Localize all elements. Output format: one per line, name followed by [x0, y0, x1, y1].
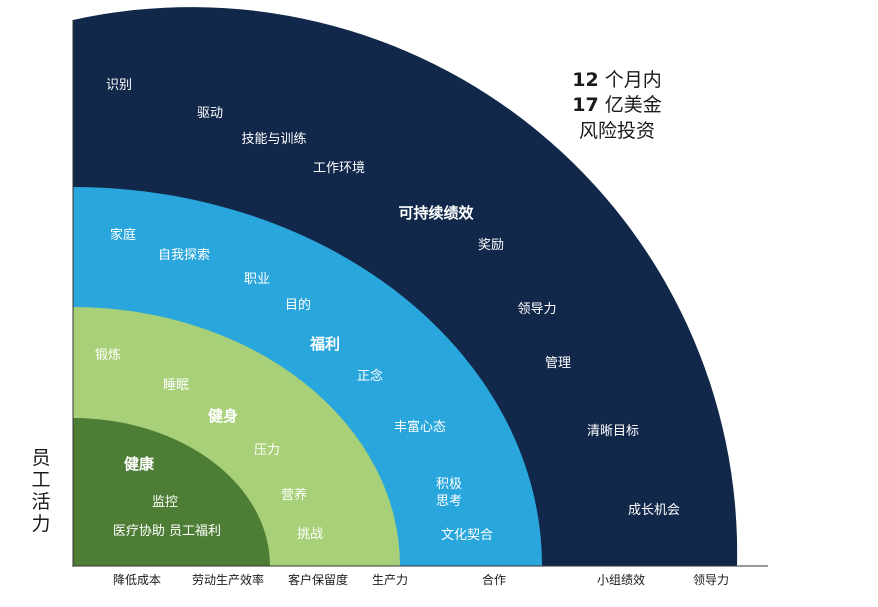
- ring-item-label: 丰富心态: [394, 419, 446, 435]
- ring-item-label: 锻炼: [95, 348, 121, 363]
- x-axis-label: 领导力: [693, 573, 729, 587]
- y-axis-label-char: 活: [31, 491, 50, 513]
- headline-line-2: 17 亿美金: [572, 94, 662, 116]
- ring-title-fitness: 健身: [208, 407, 238, 425]
- ring-title-wellbeing: 福利: [309, 335, 340, 353]
- ring-health: [73, 418, 270, 566]
- ring-item-label: 目的: [285, 297, 311, 313]
- ring-item-label: 驱动: [197, 106, 223, 121]
- ring-item-label: 压力: [254, 443, 280, 458]
- ring-title-sustainable-performance: 可持续绩效: [398, 204, 474, 222]
- ring-item-label: 文化契合: [441, 528, 493, 543]
- ring-item-label: 职业: [244, 272, 270, 287]
- x-axis-label: 客户保留度: [288, 572, 348, 587]
- y-axis-label-char: 力: [31, 513, 50, 535]
- ring-item-label: 营养: [281, 487, 307, 503]
- ring-item-label: 领导力: [517, 302, 556, 317]
- ring-item-label: 成长机会: [628, 503, 680, 518]
- ring-item-label: 睡眠: [163, 378, 189, 393]
- x-axis-label: 生产力: [372, 573, 408, 587]
- headline-line-3: 风险投资: [579, 120, 655, 142]
- ring-item-label: 挑战: [297, 527, 323, 542]
- ring-item-label: 监控: [152, 495, 178, 510]
- ring-item-label: 医疗协助 员工福利: [113, 524, 221, 539]
- y-axis-label-char: 工: [31, 469, 50, 491]
- ring-item-label: 家庭: [110, 227, 136, 243]
- x-axis-label: 合作: [482, 572, 506, 587]
- ring-item-label: 技能与训练: [241, 132, 306, 147]
- ring-item-label: 清晰目标: [587, 424, 639, 439]
- ring-item-label: 奖励: [478, 238, 504, 253]
- headline-line-1: 12 个月内: [572, 69, 662, 91]
- x-axis-label: 劳动生产效率: [192, 572, 264, 587]
- x-axis-label: 降低成本: [113, 573, 161, 587]
- x-axis-label: 小组绩效: [597, 572, 645, 587]
- ring-title-health: 健康: [124, 455, 155, 473]
- ring-item-label: 思考: [436, 494, 462, 509]
- ring-item-label: 管理: [545, 356, 571, 371]
- y-axis-label-char: 员: [31, 447, 50, 469]
- ring-item-label: 自我探索: [158, 248, 210, 263]
- ring-item-label: 正念: [357, 368, 383, 384]
- ring-item-label: 工作环境: [313, 161, 365, 176]
- ring-item-label: 识别: [106, 78, 132, 93]
- ring-item-label: 积极: [436, 477, 462, 492]
